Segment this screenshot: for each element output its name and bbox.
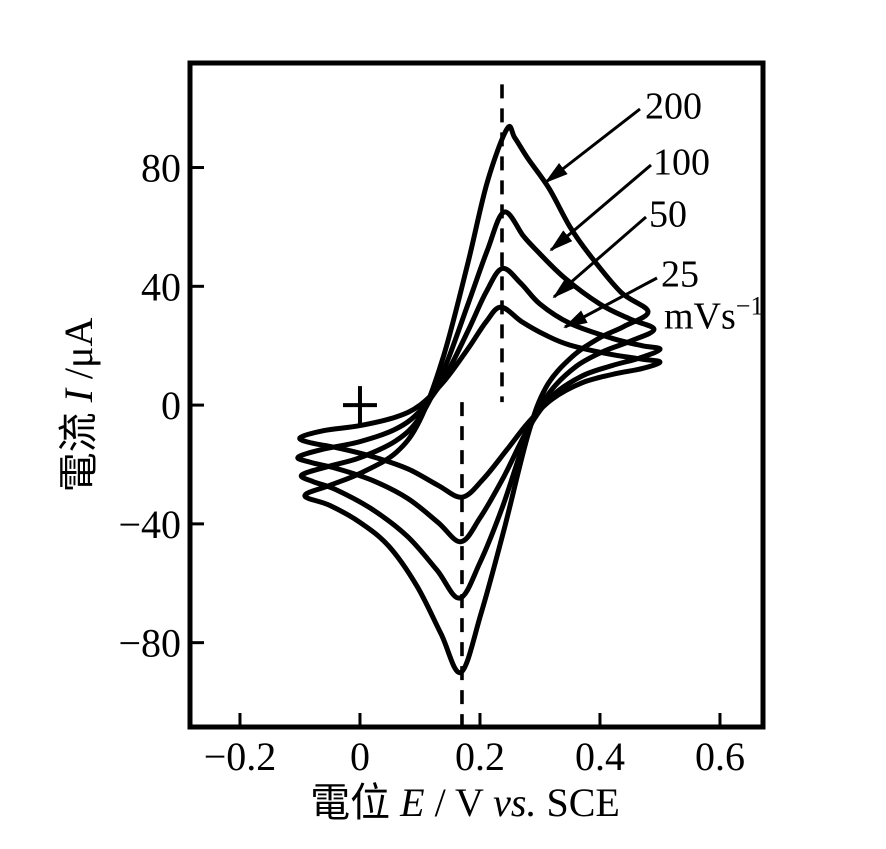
y-tick-label-0: 0	[161, 383, 181, 428]
axis-title-part: I	[56, 387, 101, 403]
y-tick-label-40: 40	[141, 264, 181, 309]
axis-title-part: /μA	[56, 318, 101, 390]
cv-curves	[295, 123, 663, 675]
scan-rate-label-25: 25	[661, 253, 699, 295]
axis-title-part: 電位	[310, 780, 400, 825]
x-tick-label-0: 0	[350, 734, 370, 779]
scan-rate-label-200: 200	[645, 85, 702, 127]
y-tick-label--40: −40	[118, 502, 181, 547]
y-tick-label-80: 80	[141, 146, 181, 191]
origin-marker-layer	[342, 386, 377, 425]
y-axis-title: 電流 I /μA	[56, 318, 101, 493]
peak-guide-lines	[460, 84, 504, 727]
x-axis-title: 電位 E / V vs. SCE	[310, 780, 620, 825]
labels-layer: −0.2 0 0.2 0.4 0.6 80 40 0 −40 −80 電位 E / V vs. SC…	[56, 146, 745, 825]
cv-curve-100	[298, 209, 657, 601]
x-tick-label-0.6: 0.6	[695, 734, 745, 779]
unit-base: mVs	[664, 295, 736, 337]
axis-title-part: / V	[425, 780, 494, 825]
cv-curve-200	[302, 123, 651, 675]
x-tick-label-0.2: 0.2	[455, 734, 505, 779]
plot-frame	[187, 60, 766, 730]
scan-rate-arrow-200	[544, 107, 641, 184]
scan-rate-label-50: 50	[649, 193, 687, 235]
scan-rate-arrow-25	[563, 276, 658, 329]
scan-rate-arrow-50	[552, 215, 647, 299]
unit-superscript: −1	[736, 291, 764, 320]
x-tick-label-0.4: 0.4	[575, 734, 625, 779]
scan-rate-unit-label: mVs−1	[664, 291, 763, 337]
axes-layer	[187, 60, 766, 730]
x-tick-label--0.2: −0.2	[204, 734, 277, 779]
scan-rate-arrow-100	[549, 163, 652, 252]
axis-title-part: E	[399, 780, 424, 825]
y-tick-label--80: −80	[118, 621, 181, 666]
scan-rate-label-100: 100	[653, 141, 710, 183]
axis-title-part: vs.	[493, 780, 536, 825]
axis-title-part: SCE	[536, 780, 619, 825]
axis-title-part: 電流	[56, 402, 101, 492]
cv-curve-25	[297, 304, 663, 500]
